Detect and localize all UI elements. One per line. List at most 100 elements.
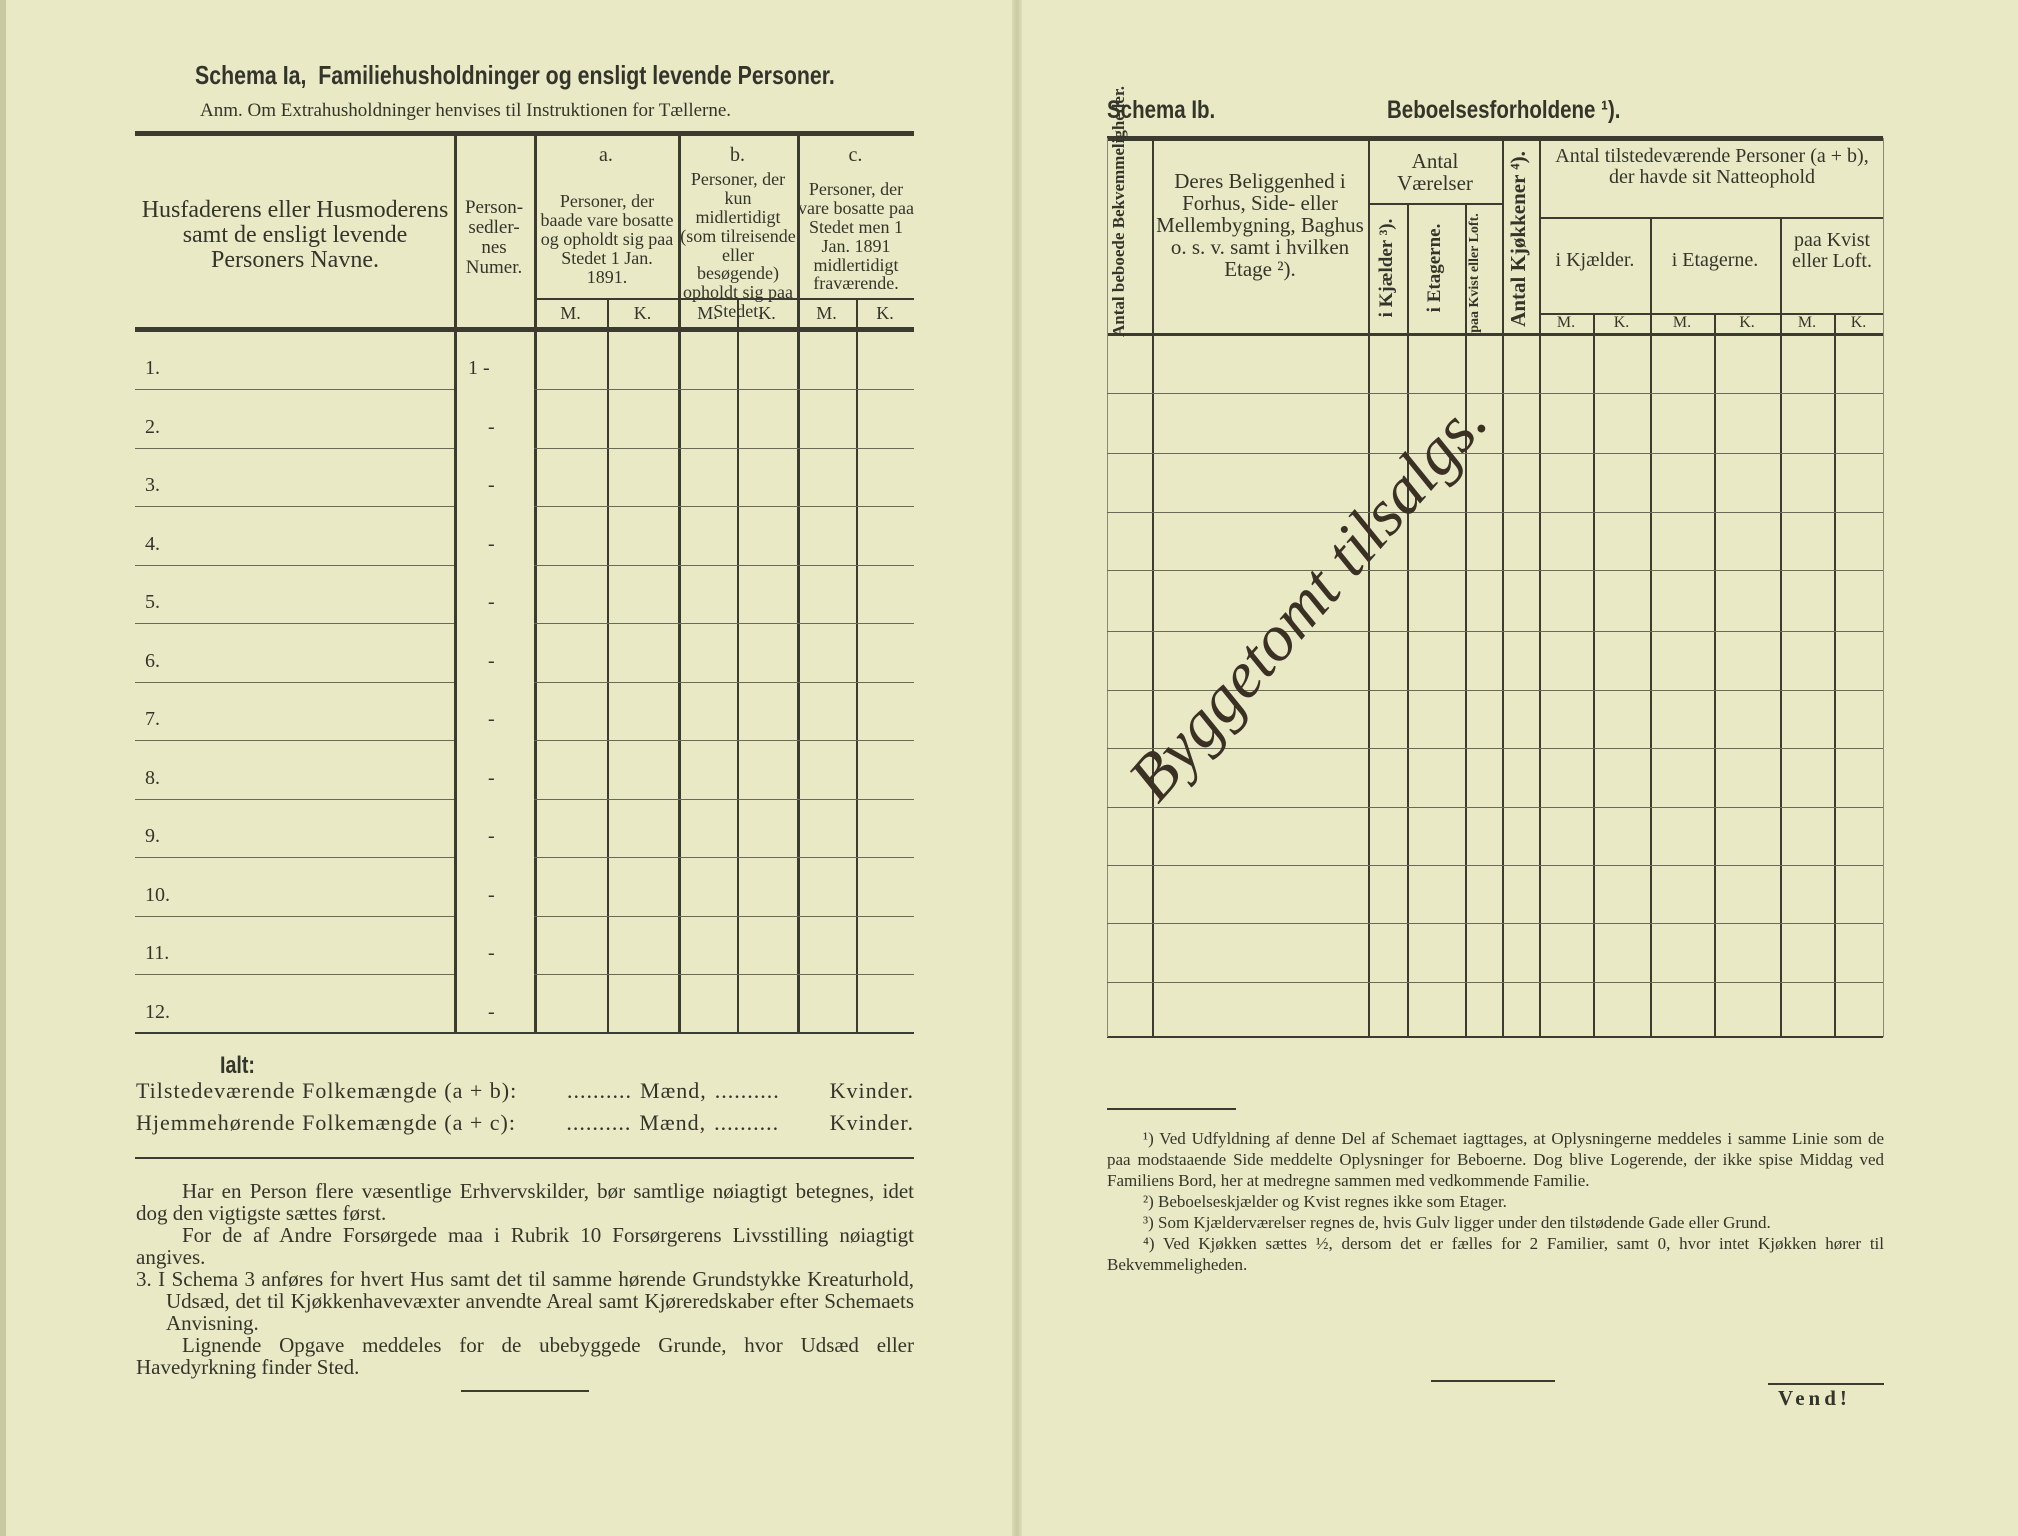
schema-1b-title: Beboelsesforholdene ¹).: [1387, 96, 1621, 124]
row-line: [534, 974, 914, 975]
row-line: [135, 681, 454, 683]
rooms-col-cellar: i Kjælder ³).: [1376, 218, 1397, 318]
row-number: -: [488, 474, 495, 496]
turn-over-label: Vend!: [1778, 1386, 1851, 1410]
total-label: Hjemmehørende Folkemængde (a + c):: [136, 1110, 516, 1135]
row-label: 9.: [145, 825, 160, 847]
total-dots1: ..........: [567, 1078, 633, 1103]
total-women: Kvinder.: [829, 1110, 914, 1135]
column-divider: [1502, 138, 1504, 1037]
group-c-text: Personer, der vare bosatte paa Stedet me…: [798, 179, 914, 294]
total-men: Mænd,: [640, 1078, 707, 1103]
total-men: Mænd,: [639, 1110, 707, 1135]
row-label: 11.: [145, 942, 170, 964]
mk-header: K.: [1739, 314, 1755, 331]
row-line: [534, 506, 914, 507]
col-header-location: Deres Beliggenhed i Forhus, Side- eller …: [1156, 169, 1364, 282]
column-divider: [1368, 138, 1370, 1037]
row-label: 4.: [145, 532, 160, 555]
mk-header: M.: [1797, 314, 1817, 331]
total-dots2: ..........: [714, 1078, 780, 1103]
column-divider: [1593, 313, 1595, 1037]
row-label: 7.: [145, 708, 160, 730]
mk-header: K.: [1613, 314, 1630, 331]
row-label: 10.: [145, 883, 170, 906]
footnote-2: ²) Beboelseskjælder og Kvist regnes ikke…: [1143, 1192, 1507, 1211]
mk-header: M.: [1556, 314, 1576, 331]
row-line: [534, 564, 914, 566]
column-divider: [797, 136, 800, 1034]
row-line: [1107, 393, 1883, 394]
row-line: [1107, 982, 1883, 983]
persons-col-attic: paa Kvist eller Loft.: [1792, 229, 1872, 272]
page-fold: [1012, 0, 1022, 1536]
row-line: [135, 506, 454, 507]
group-b-letter: b.: [730, 144, 745, 166]
rooms-header: Antal Værelser: [1397, 149, 1473, 196]
schema-1b-label: Schema Ib.: [1107, 96, 1216, 124]
mk-header: K.: [1850, 314, 1867, 331]
row-line: [534, 798, 914, 800]
page-edge: [0, 0, 6, 1536]
row-line: [1107, 453, 1883, 454]
row-line: [1107, 807, 1883, 808]
mk-header: K.: [758, 303, 776, 323]
row-line: [534, 740, 914, 741]
mk-header: M.: [816, 303, 837, 323]
row-number: -: [488, 649, 495, 672]
col-header-units: Antal beboede Bekvemmeligheder.: [1109, 85, 1128, 337]
column-divider: [1883, 138, 1884, 1037]
footnotes: ¹) Ved Udfyldning af denne Del af Schema…: [1107, 1128, 1884, 1275]
row-number: -: [488, 883, 495, 906]
paragraph: Lignende Opgave meddeles for de ubebygge…: [136, 1333, 914, 1379]
column-divider: [1834, 313, 1836, 1037]
col-header-number: Person-sedler-nes Numer.: [464, 197, 524, 278]
col-header-name: Husfaderens eller Husmoderens samt de en…: [141, 197, 449, 274]
group-a-text: Personer, der baade vare bosatte og opho…: [540, 191, 674, 287]
total-dots1: ..........: [566, 1110, 632, 1135]
group-a-letter: a.: [599, 144, 613, 166]
footnote-4: ⁴) Ved Kjøkken sættes ½, dersom det er f…: [1107, 1234, 1884, 1274]
row-label: 8.: [145, 766, 160, 789]
mk-header: K.: [876, 303, 894, 323]
total-row: Tilstedeværende Folkemængde (a + b):....…: [136, 1078, 914, 1104]
row-number: -: [488, 766, 495, 789]
row-line: [534, 447, 914, 449]
rooms-col-attic: paa Kvist eller Loft.: [1467, 213, 1482, 333]
title-text: Familiehusholdninger og ensligt levende …: [318, 60, 835, 90]
column-divider: [678, 136, 681, 1034]
column-divider: [856, 298, 858, 1034]
row-line: [1107, 690, 1883, 691]
row-number: -: [488, 942, 495, 964]
footnote-3: ³) Som Kjælderværelser regnes de, hvis G…: [1143, 1213, 1771, 1232]
row-line: [135, 623, 454, 624]
paragraph: Har en Person flere væsentlige Erhvervsk…: [136, 1179, 914, 1225]
handwritten-note: Byggetomt tilsalgs.: [1114, 384, 1502, 815]
row-line: [135, 915, 454, 917]
row-line: [135, 857, 454, 858]
column-divider: [454, 136, 457, 1034]
footnote-1: ¹) Ved Udfyldning af denne Del af Schema…: [1107, 1129, 1884, 1190]
row-line: [534, 915, 914, 917]
row-line: [135, 564, 454, 566]
row-line: [1107, 512, 1883, 513]
ialt-label: Ialt:: [220, 1052, 255, 1079]
column-divider: [1152, 138, 1154, 1037]
rooms-col-floors: i Etagerne.: [1424, 223, 1445, 313]
row-line: [534, 857, 914, 858]
row-number: -: [488, 532, 495, 555]
column-divider: [1539, 138, 1541, 1037]
mk-header: K.: [633, 303, 652, 323]
row-line: [534, 623, 914, 624]
mk-header: M.: [697, 303, 718, 323]
row-number: -: [488, 708, 495, 730]
persons-header: Antal tilstedeværende Personer (a + b), …: [1555, 145, 1869, 188]
schema-1a-title: Schema Ia, Familiehusholdninger og ensli…: [195, 60, 975, 91]
row-line: [1107, 570, 1883, 571]
column-divider: [607, 298, 609, 1034]
row-label: 1.: [145, 357, 160, 379]
instructions: Har en Person flere væsentlige Erhvervsk…: [136, 1180, 914, 1378]
total-row: Hjemmehørende Folkemængde (a + c):......…: [136, 1110, 914, 1136]
row-line: [534, 681, 914, 683]
schema-label: Schema Ia,: [195, 60, 307, 90]
